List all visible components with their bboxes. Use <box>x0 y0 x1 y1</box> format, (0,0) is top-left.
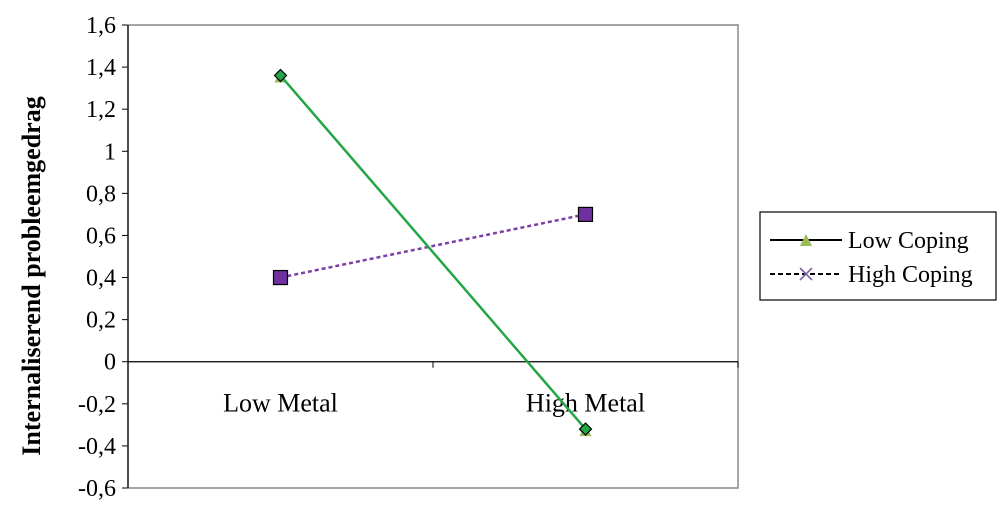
data-point <box>272 269 289 286</box>
series-line <box>279 74 587 430</box>
legend: Low Coping High Coping <box>759 211 997 301</box>
y-tick-label: 1,6 <box>86 13 116 39</box>
y-tick-label: -0,4 <box>78 434 116 460</box>
y-tick-label: 1,4 <box>86 55 116 81</box>
x-category-label: High Metal <box>526 389 645 418</box>
legend-label: High Coping <box>848 262 973 288</box>
y-tick-label: 0,8 <box>86 181 116 207</box>
legend-box <box>759 211 997 301</box>
data-point <box>273 68 288 83</box>
y-tick-label: 0 <box>104 350 116 376</box>
y-axis-label: Internaliserend probleemgedrag <box>17 96 46 455</box>
legend-marker <box>799 267 813 281</box>
y-tick-label: 0,2 <box>86 308 116 334</box>
plot-area: Low Metal High Metal <box>127 24 739 489</box>
series-line <box>280 213 586 279</box>
data-point <box>577 206 594 223</box>
plot-frame <box>127 24 739 489</box>
data-point <box>578 422 593 436</box>
y-tick-label: -0,6 <box>78 476 116 502</box>
y-tick-label: 0,4 <box>86 266 116 292</box>
y-axis-ticks: 1,6 1,4 1,2 1 0,8 0,6 0,4 0,2 0 -0,2 -0,4 -0,6 <box>78 13 128 502</box>
legend-label: Low Coping <box>848 228 969 254</box>
y-tick-label: 0,6 <box>86 223 116 249</box>
legend-marker <box>800 234 812 246</box>
x-category-label: Low Metal <box>223 389 338 418</box>
y-tick-label: 1 <box>104 139 116 165</box>
y-tick-label: -0,2 <box>78 392 116 418</box>
y-tick-label: 1,2 <box>86 97 116 123</box>
